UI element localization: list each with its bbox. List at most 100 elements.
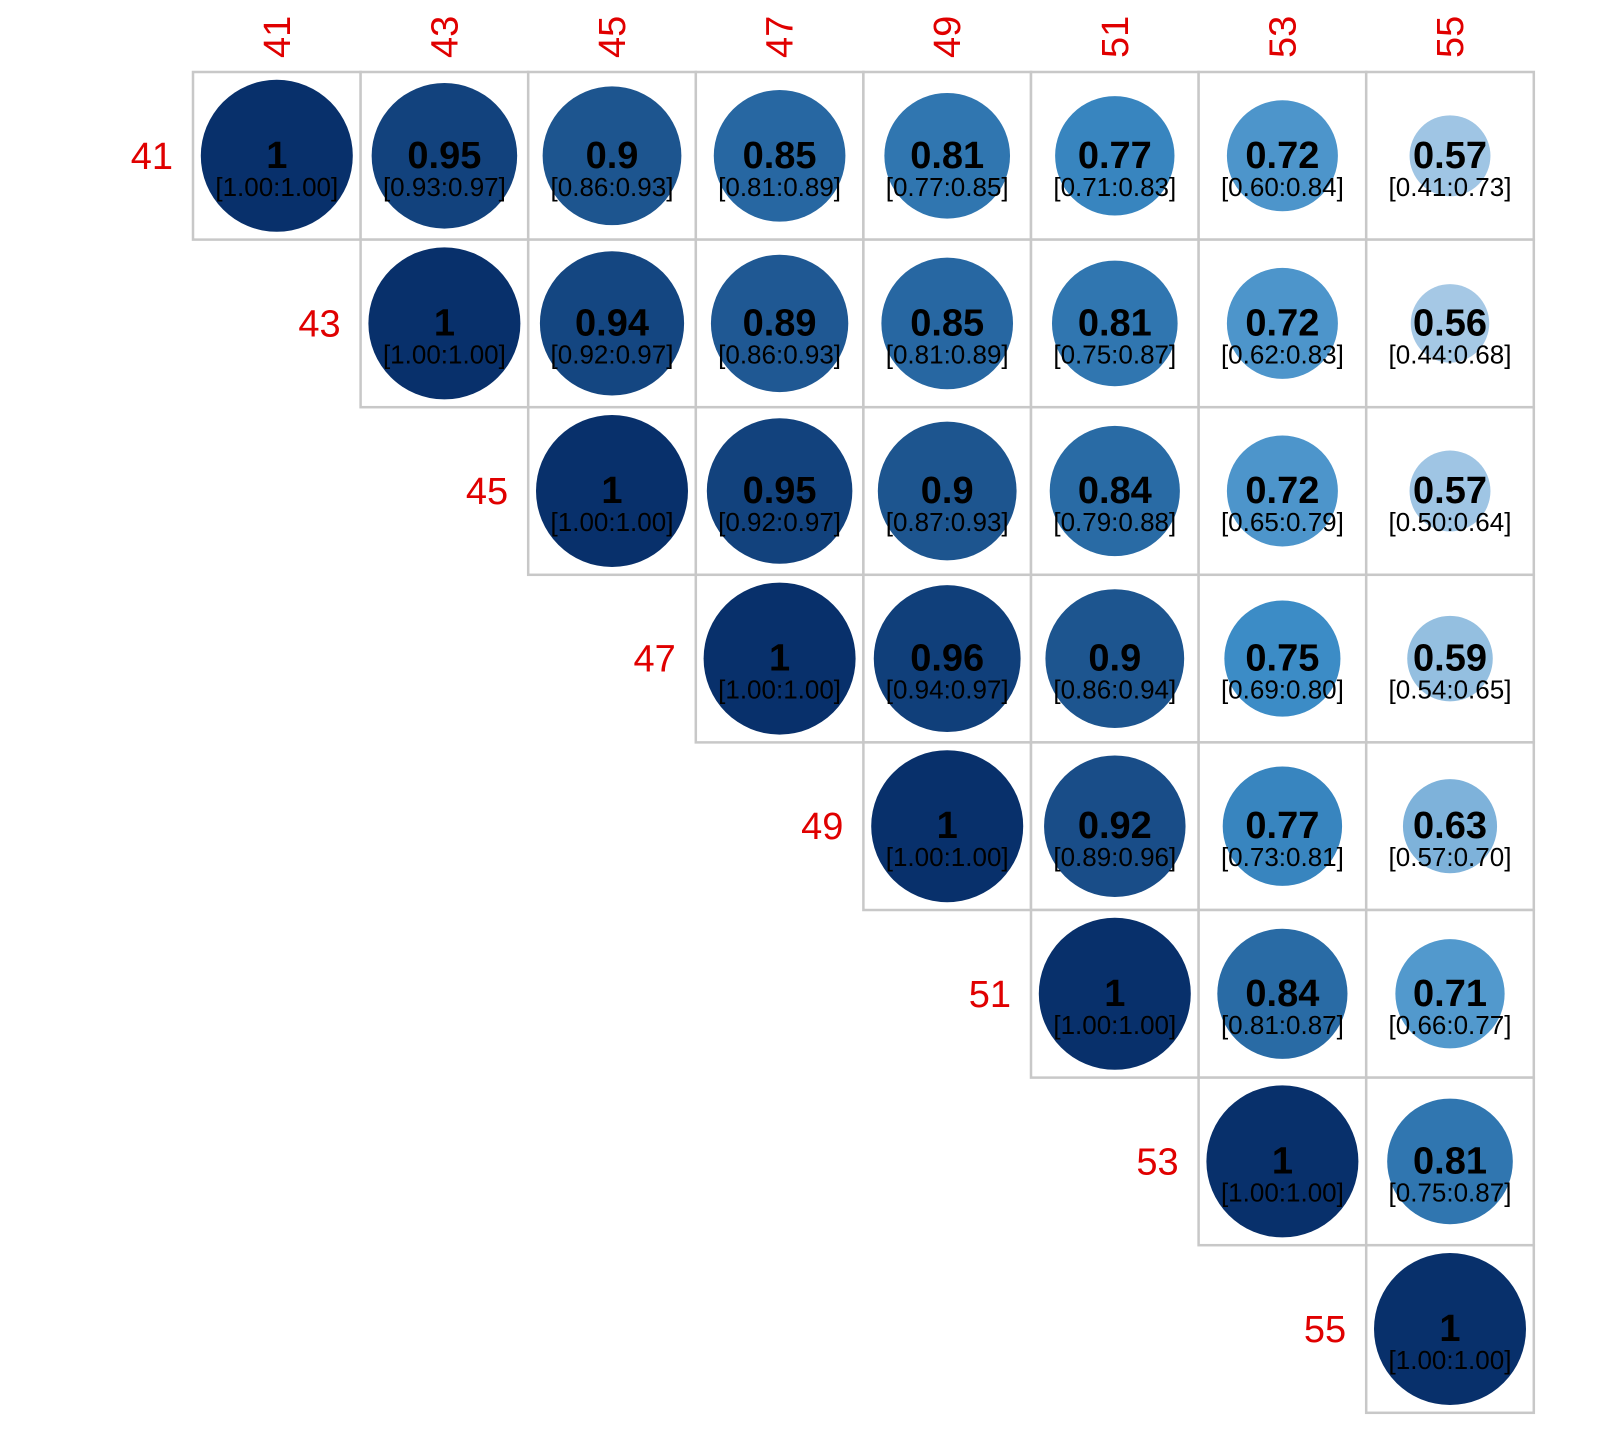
confidence-interval: [0.81:0.89] (886, 339, 1009, 369)
confidence-interval: [0.77:0.85] (886, 172, 1009, 202)
confidence-interval: [0.54:0.65] (1389, 675, 1512, 705)
cell-47-49: 0.96[0.94:0.97] (863, 575, 1031, 743)
confidence-interval: [1.00:1.00] (886, 842, 1009, 872)
cell-41-51: 0.77[0.71:0.83] (1031, 72, 1199, 240)
confidence-interval: [1.00:1.00] (1389, 1345, 1512, 1375)
cell-49-51: 0.92[0.89:0.96] (1031, 742, 1199, 910)
correlation-value: 0.96 (910, 638, 984, 680)
correlation-value: 0.85 (910, 302, 984, 344)
cell-53-53: 1[1.00:1.00] (1199, 1078, 1367, 1246)
confidence-interval: [0.50:0.64] (1389, 507, 1512, 537)
cell-45-49: 0.9[0.87:0.93] (863, 407, 1031, 575)
column-label-49: 49 (927, 16, 969, 58)
confidence-interval: [0.44:0.68] (1389, 339, 1512, 369)
correlation-value: 0.9 (921, 470, 974, 512)
row-label-45: 45 (466, 471, 508, 513)
correlation-value: 0.77 (1078, 135, 1152, 177)
confidence-interval: [0.69:0.80] (1221, 675, 1344, 705)
confidence-interval: [1.00:1.00] (215, 172, 338, 202)
confidence-interval: [0.62:0.83] (1221, 339, 1344, 369)
matrix-cells: 1[1.00:1.00]0.95[0.93:0.97]0.9[0.86:0.93… (193, 72, 1534, 1413)
confidence-interval: [0.71:0.83] (1053, 172, 1176, 202)
correlation-value: 0.75 (1245, 638, 1319, 680)
row-label-43: 43 (298, 303, 340, 345)
cell-41-47: 0.85[0.81:0.89] (696, 72, 864, 240)
cell-49-53: 0.77[0.73:0.81] (1199, 742, 1367, 910)
correlation-value: 0.72 (1245, 302, 1319, 344)
correlation-value: 0.72 (1245, 470, 1319, 512)
correlation-value: 0.9 (586, 135, 639, 177)
confidence-interval: [0.66:0.77] (1389, 1010, 1512, 1040)
row-label-53: 53 (1136, 1141, 1178, 1183)
correlation-value: 0.56 (1413, 302, 1487, 344)
cell-41-43: 0.95[0.93:0.97] (361, 72, 529, 240)
correlation-value: 1 (434, 302, 455, 344)
cell-45-47: 0.95[0.92:0.97] (696, 407, 864, 575)
cell-47-47: 1[1.00:1.00] (696, 575, 864, 743)
confidence-interval: [0.94:0.97] (886, 675, 1009, 705)
cell-45-45: 1[1.00:1.00] (528, 407, 696, 575)
cell-43-47: 0.89[0.86:0.93] (696, 240, 864, 408)
correlation-value: 0.81 (1078, 302, 1152, 344)
confidence-interval: [0.79:0.88] (1053, 507, 1176, 537)
column-label-45: 45 (592, 16, 634, 58)
cell-43-51: 0.81[0.75:0.87] (1031, 240, 1199, 408)
row-label-47: 47 (634, 639, 676, 681)
correlation-value: 0.57 (1413, 470, 1487, 512)
column-label-55: 55 (1430, 16, 1472, 58)
correlation-value: 0.94 (575, 302, 649, 344)
cell-41-49: 0.81[0.77:0.85] (863, 72, 1031, 240)
cell-41-55: 0.57[0.41:0.73] (1366, 72, 1534, 240)
confidence-interval: [0.65:0.79] (1221, 507, 1344, 537)
correlation-value: 0.77 (1245, 805, 1319, 847)
cell-43-43: 1[1.00:1.00] (361, 240, 529, 408)
correlation-value: 0.57 (1413, 135, 1487, 177)
cell-45-51: 0.84[0.79:0.88] (1031, 407, 1199, 575)
cell-51-55: 0.71[0.66:0.77] (1366, 910, 1534, 1078)
column-labels: 41 43 45 47 49 51 53 55 (257, 16, 1472, 58)
column-label-53: 53 (1262, 16, 1304, 58)
confidence-interval: [0.92:0.97] (551, 339, 674, 369)
column-label-51: 51 (1095, 16, 1137, 58)
confidence-interval: [1.00:1.00] (1053, 1010, 1176, 1040)
correlation-value: 0.92 (1078, 805, 1152, 847)
correlation-value: 0.81 (1413, 1140, 1487, 1182)
correlation-value: 1 (266, 135, 287, 177)
row-label-49: 49 (801, 806, 843, 848)
correlation-value: 0.72 (1245, 135, 1319, 177)
cell-43-55: 0.56[0.44:0.68] (1366, 240, 1534, 408)
cell-43-53: 0.72[0.62:0.83] (1199, 240, 1367, 408)
cell-51-53: 0.84[0.81:0.87] (1199, 910, 1367, 1078)
confidence-interval: [1.00:1.00] (718, 675, 841, 705)
row-label-55: 55 (1304, 1309, 1346, 1351)
cell-51-51: 1[1.00:1.00] (1031, 910, 1199, 1078)
column-label-47: 47 (760, 16, 802, 58)
correlation-value: 0.89 (743, 302, 817, 344)
cell-47-51: 0.9[0.86:0.94] (1031, 575, 1199, 743)
cell-47-55: 0.59[0.54:0.65] (1366, 575, 1534, 743)
confidence-interval: [1.00:1.00] (1221, 1177, 1344, 1207)
cell-49-49: 1[1.00:1.00] (863, 742, 1031, 910)
confidence-interval: [0.60:0.84] (1221, 172, 1344, 202)
confidence-interval: [0.89:0.96] (1053, 842, 1176, 872)
confidence-interval: [1.00:1.00] (551, 507, 674, 537)
cell-43-49: 0.85[0.81:0.89] (863, 240, 1031, 408)
confidence-interval: [0.86:0.93] (718, 339, 841, 369)
confidence-interval: [0.73:0.81] (1221, 842, 1344, 872)
confidence-interval: [0.93:0.97] (383, 172, 506, 202)
confidence-interval: [0.86:0.93] (551, 172, 674, 202)
correlation-value: 0.84 (1078, 470, 1152, 512)
confidence-interval: [0.81:0.87] (1221, 1010, 1344, 1040)
correlation-value: 0.95 (743, 470, 817, 512)
cell-55-55: 1[1.00:1.00] (1366, 1245, 1534, 1413)
confidence-interval: [0.57:0.70] (1389, 842, 1512, 872)
cell-43-45: 0.94[0.92:0.97] (528, 240, 696, 408)
confidence-interval: [0.75:0.87] (1053, 339, 1176, 369)
cell-45-53: 0.72[0.65:0.79] (1199, 407, 1367, 575)
correlation-value: 0.84 (1245, 973, 1319, 1015)
cell-49-55: 0.63[0.57:0.70] (1366, 742, 1534, 910)
cell-41-45: 0.9[0.86:0.93] (528, 72, 696, 240)
correlation-value: 0.71 (1413, 973, 1487, 1015)
correlation-value: 0.95 (407, 135, 481, 177)
